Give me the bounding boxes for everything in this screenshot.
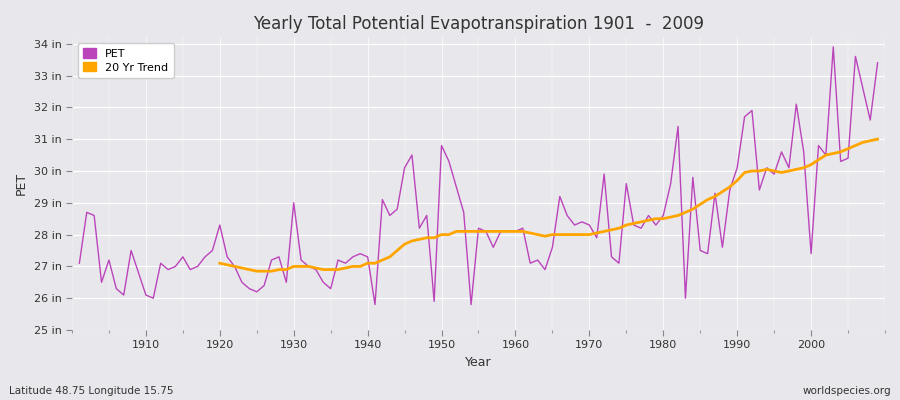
Title: Yearly Total Potential Evapotranspiration 1901  -  2009: Yearly Total Potential Evapotranspiratio… [253,15,704,33]
Y-axis label: PET: PET [15,172,28,195]
Legend: PET, 20 Yr Trend: PET, 20 Yr Trend [77,43,174,78]
X-axis label: Year: Year [465,356,491,369]
Text: Latitude 48.75 Longitude 15.75: Latitude 48.75 Longitude 15.75 [9,386,174,396]
Text: worldspecies.org: worldspecies.org [803,386,891,396]
